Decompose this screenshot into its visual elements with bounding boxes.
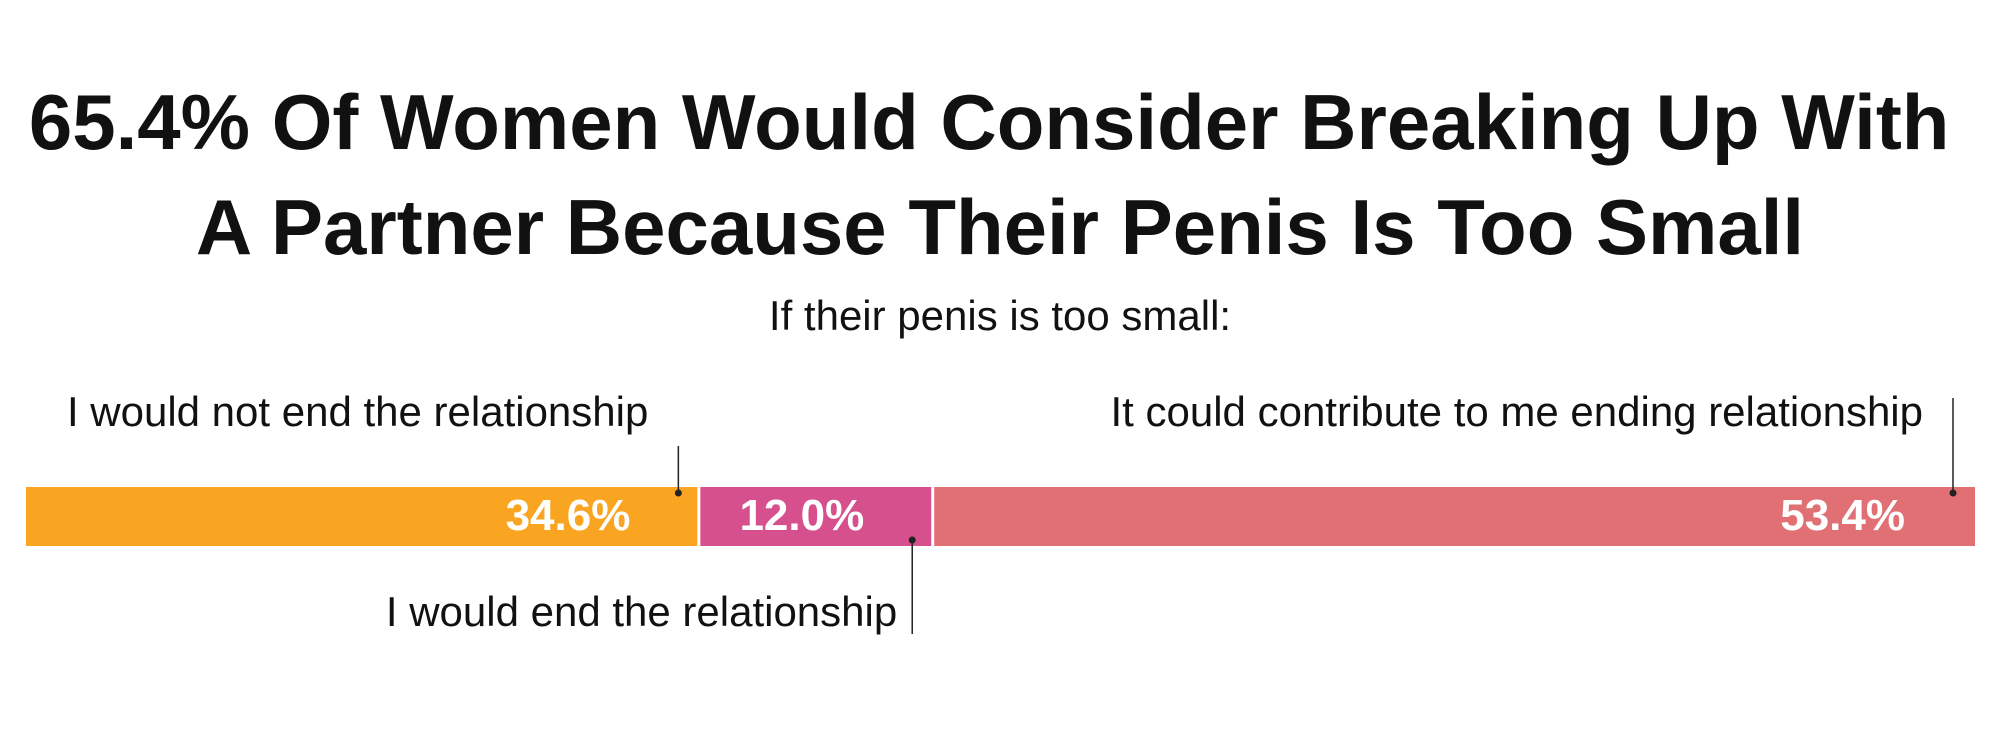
chart-title: 65.4% Of Women Would Consider Breaking U…	[29, 78, 1971, 271]
chart-subtitle: If their penis is too small:	[769, 292, 1231, 339]
series-label: It could contribute to me ending relatio…	[1111, 388, 1924, 435]
title-line: 65.4% Of Women Would Consider Breaking U…	[29, 78, 1950, 166]
series-label: I would end the relationship	[386, 588, 897, 635]
value-label: 53.4%	[1780, 491, 1905, 540]
leader-dot	[908, 536, 916, 544]
bar-segment	[934, 487, 1975, 546]
title-line: A Partner Because Their Penis Is Too Sma…	[196, 183, 1804, 271]
bar-segment	[26, 487, 698, 546]
value-label: 34.6%	[506, 491, 631, 540]
value-label: 12.0%	[739, 491, 864, 540]
bar-segment	[700, 487, 932, 546]
leader-dot	[674, 489, 682, 497]
series-label: I would not end the relationship	[67, 388, 648, 435]
leader-dot	[1949, 489, 1957, 497]
